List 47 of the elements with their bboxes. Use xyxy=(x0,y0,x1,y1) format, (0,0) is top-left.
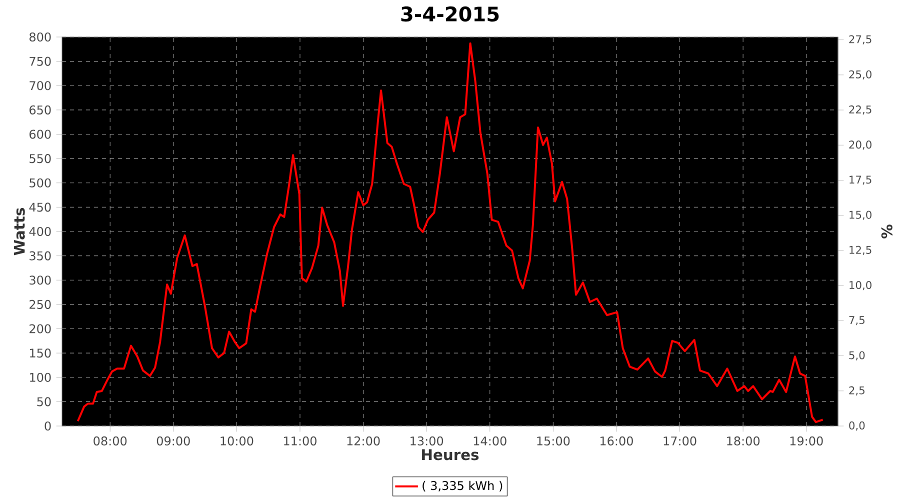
x-tick-label: 09:00 xyxy=(156,436,190,446)
y-tick-label: 450 xyxy=(29,202,51,212)
x-tick-label: 19:00 xyxy=(790,436,823,446)
y2-tick-label: 27,5 xyxy=(849,35,872,44)
y-tick-label: 600 xyxy=(30,130,51,139)
x-tick-label: 17:00 xyxy=(664,436,696,446)
y2-tick-label: 5,0 xyxy=(849,351,865,360)
y2-tick-label: 15,0 xyxy=(850,210,872,220)
y-tick-label: 650 xyxy=(30,105,51,114)
y-tick-label: 800 xyxy=(30,32,51,42)
y2-tick-label: 7,5 xyxy=(849,316,864,326)
y-tick-label: 150 xyxy=(30,348,51,358)
x-tick-label: 16:00 xyxy=(600,436,633,446)
y2-tick-label: 10,0 xyxy=(850,280,872,290)
y-tick-label: 500 xyxy=(30,178,51,188)
y2-tick-label: 22,5 xyxy=(849,105,872,115)
y2-tick-label: 17,5 xyxy=(850,176,872,185)
y2-tick-label: 12,5 xyxy=(850,246,872,256)
y-tick-label: 200 xyxy=(30,324,51,334)
x-tick-label: 12:00 xyxy=(347,436,380,446)
y-tick-label: 50 xyxy=(37,397,51,406)
x-tick-label: 13:00 xyxy=(410,436,444,446)
y-tick-label: 400 xyxy=(29,226,51,236)
y2-tick-label: 25,0 xyxy=(849,70,872,80)
y2-tick-label: 0,0 xyxy=(849,421,865,431)
x-tick-label: 14:00 xyxy=(474,436,506,446)
y2-axis-title: % xyxy=(881,224,892,238)
y2-tick-label: 2,5 xyxy=(849,386,864,396)
chart-title: 3-4-2015 xyxy=(401,6,499,22)
y-tick-label: 250 xyxy=(30,300,51,309)
y-tick-label: 350 xyxy=(30,251,51,260)
y-axis-title: Watts xyxy=(14,208,25,256)
y-tick-label: 100 xyxy=(30,372,51,382)
x-tick-label: 08:00 xyxy=(94,436,127,446)
y2-tick-label: 20,0 xyxy=(849,140,872,150)
x-tick-label: 18:00 xyxy=(727,436,760,446)
y-tick-label: 300 xyxy=(30,276,51,285)
x-tick-label: 10:00 xyxy=(220,436,254,446)
line-series xyxy=(76,42,824,424)
legend-label: ( 3,335 kWh ) xyxy=(422,480,502,492)
y-tick-label: 750 xyxy=(30,56,51,66)
x-tick-label: 11:00 xyxy=(284,436,316,446)
x-tick-label: 15:00 xyxy=(537,436,570,446)
x-axis-title: Heures xyxy=(422,449,479,460)
y-tick-label: 700 xyxy=(30,81,51,90)
y-tick-label: 550 xyxy=(30,154,51,164)
y-tick-label: 0 xyxy=(44,421,51,431)
